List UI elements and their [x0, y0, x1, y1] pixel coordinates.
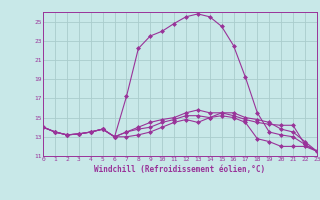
X-axis label: Windchill (Refroidissement éolien,°C): Windchill (Refroidissement éolien,°C): [94, 165, 266, 174]
